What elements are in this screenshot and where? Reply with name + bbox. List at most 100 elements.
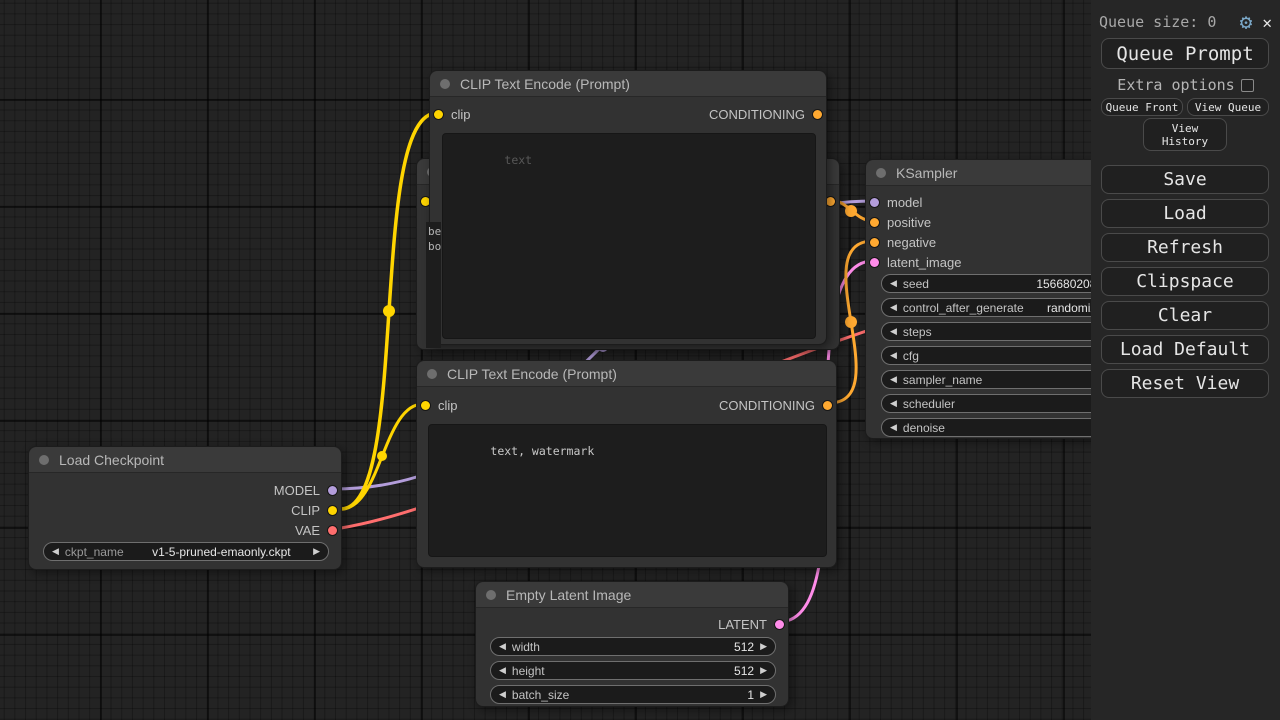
output-port-conditioning[interactable] — [818, 191, 835, 211]
latent-port-icon[interactable] — [775, 619, 784, 629]
node-load-checkpoint[interactable]: Load Checkpoint MODEL CLIP VAE ◀ ckpt_na… — [28, 446, 342, 570]
port-label: latent_image — [887, 254, 962, 270]
widget-value: 1566802087 — [1036, 276, 1104, 291]
widget-height[interactable]: ◀ height 512 ▶ — [490, 661, 776, 680]
queue-prompt-button[interactable]: Queue Prompt — [1101, 38, 1269, 69]
model-port-icon[interactable] — [870, 197, 879, 207]
view-queue-button[interactable]: View Queue — [1187, 98, 1269, 116]
latent-port-icon[interactable] — [870, 257, 879, 267]
decrement-arrow-icon[interactable]: ◀ — [890, 374, 897, 384]
output-port-clip[interactable]: CLIP — [291, 500, 337, 520]
wire-midpoint-dot[interactable] — [845, 205, 857, 217]
port-label: CONDITIONING — [718, 397, 815, 413]
collapse-dot-icon[interactable] — [876, 167, 886, 178]
widget-control-after-generate[interactable]: ◀ control_after_generate randomize ▶ — [881, 298, 1125, 317]
close-icon[interactable]: ✕ — [1262, 12, 1272, 32]
prompt-textarea[interactable]: text, watermark — [428, 424, 827, 557]
increment-arrow-icon[interactable]: ▶ — [760, 641, 767, 651]
input-port-latent-image[interactable]: latent_image — [870, 252, 961, 272]
decrement-arrow-icon[interactable]: ◀ — [890, 326, 897, 336]
prompt-textarea-fragment[interactable]: be bo — [426, 222, 441, 348]
view-history-button[interactable]: View History — [1143, 118, 1227, 151]
input-port-negative[interactable]: negative — [870, 232, 936, 252]
conditioning-port-icon[interactable] — [870, 217, 879, 227]
node-graph-canvas[interactable]: be bo CLIP Text Encode (Prompt) clip CON… — [0, 0, 1137, 720]
decrement-arrow-icon[interactable]: ◀ — [499, 641, 506, 651]
port-label: CONDITIONING — [708, 106, 805, 122]
previous-arrow-icon[interactable]: ◀ — [52, 546, 59, 556]
wire-midpoint-dot[interactable] — [377, 451, 387, 461]
clip-port-icon[interactable] — [434, 109, 443, 119]
node-clip-text-encode-bottom[interactable]: CLIP Text Encode (Prompt) clip CONDITION… — [416, 360, 837, 568]
conditioning-port-icon[interactable] — [826, 196, 835, 206]
extra-options-checkbox[interactable] — [1240, 78, 1254, 92]
output-port-model[interactable]: MODEL — [274, 480, 337, 500]
node-title-bar[interactable]: Empty Latent Image — [476, 582, 788, 608]
decrement-arrow-icon[interactable]: ◀ — [499, 665, 506, 675]
widget-label: height — [511, 663, 545, 678]
decrement-arrow-icon[interactable]: ◀ — [890, 350, 897, 360]
widget-ckpt-name[interactable]: ◀ ckpt_name v1-5-pruned-emaonly.ckpt ▶ — [43, 542, 329, 561]
node-title-bar[interactable]: CLIP Text Encode (Prompt) — [417, 361, 836, 387]
decrement-arrow-icon[interactable]: ◀ — [890, 398, 897, 408]
wire-midpoint-dot[interactable] — [845, 316, 857, 328]
decrement-arrow-icon[interactable]: ◀ — [499, 689, 506, 699]
widget-scheduler[interactable]: ◀ scheduler — [881, 394, 1125, 413]
output-port-latent[interactable]: LATENT — [718, 614, 784, 634]
increment-arrow-icon[interactable]: ▶ — [760, 689, 767, 699]
node-clip-text-encode-top[interactable]: CLIP Text Encode (Prompt) clip CONDITION… — [429, 70, 827, 345]
widget-sampler-name[interactable]: ◀ sampler_name — [881, 370, 1125, 389]
conditioning-port-icon[interactable] — [870, 237, 879, 247]
widget-denoise[interactable]: ◀ denoise — [881, 418, 1125, 437]
refresh-button[interactable]: Refresh — [1101, 233, 1269, 262]
reset-view-button[interactable]: Reset View — [1101, 369, 1269, 398]
conditioning-port-icon[interactable] — [813, 109, 822, 119]
widget-label: seed — [902, 276, 929, 291]
widget-label: denoise — [902, 420, 945, 435]
node-title-bar[interactable]: Load Checkpoint — [29, 447, 341, 473]
input-port-clip[interactable] — [421, 191, 438, 211]
output-port-vae[interactable]: VAE — [295, 520, 337, 540]
output-port-conditioning[interactable]: CONDITIONING — [709, 104, 822, 124]
input-port-positive[interactable]: positive — [870, 212, 931, 232]
load-button[interactable]: Load — [1101, 199, 1269, 228]
increment-arrow-icon[interactable]: ▶ — [760, 665, 767, 675]
widget-value: 512 — [734, 639, 755, 654]
save-button[interactable]: Save — [1101, 165, 1269, 194]
collapse-dot-icon[interactable] — [440, 78, 450, 89]
collapse-dot-icon[interactable] — [427, 368, 437, 379]
clip-port-icon[interactable] — [328, 505, 337, 515]
clear-button[interactable]: Clear — [1101, 301, 1269, 330]
port-label: MODEL — [273, 482, 320, 498]
clipspace-button[interactable]: Clipspace — [1101, 267, 1269, 296]
clip-port-icon[interactable] — [421, 196, 430, 206]
input-port-model[interactable]: model — [870, 192, 922, 212]
widget-label: batch_size — [511, 687, 570, 702]
decrement-arrow-icon[interactable]: ◀ — [890, 422, 897, 432]
node-empty-latent-image[interactable]: Empty Latent Image LATENT ◀ width 512 ▶ … — [475, 581, 789, 707]
model-port-icon[interactable] — [328, 485, 337, 495]
output-port-conditioning[interactable]: CONDITIONING — [719, 395, 832, 415]
decrement-arrow-icon[interactable]: ◀ — [890, 302, 897, 312]
wire-midpoint-dot[interactable] — [383, 305, 395, 317]
node-title-bar[interactable]: CLIP Text Encode (Prompt) — [430, 71, 826, 97]
widget-batch-size[interactable]: ◀ batch_size 1 ▶ — [490, 685, 776, 704]
widget-steps[interactable]: ◀ steps — [881, 322, 1125, 341]
widget-seed[interactable]: ◀ seed 1566802087 ▶ — [881, 274, 1125, 293]
collapse-dot-icon[interactable] — [39, 454, 49, 465]
next-arrow-icon[interactable]: ▶ — [313, 546, 320, 556]
textarea-placeholder: text — [504, 153, 533, 167]
queue-front-button[interactable]: Queue Front — [1101, 98, 1183, 116]
widget-cfg[interactable]: ◀ cfg — [881, 346, 1125, 365]
widget-width[interactable]: ◀ width 512 ▶ — [490, 637, 776, 656]
collapse-dot-icon[interactable] — [486, 589, 496, 600]
prompt-textarea[interactable]: text — [442, 133, 816, 339]
clip-port-icon[interactable] — [421, 400, 430, 410]
load-default-button[interactable]: Load Default — [1101, 335, 1269, 364]
settings-gear-icon[interactable]: ⚙ — [1239, 9, 1253, 34]
input-port-clip[interactable]: clip — [421, 395, 458, 415]
vae-port-icon[interactable] — [328, 525, 337, 535]
input-port-clip[interactable]: clip — [434, 104, 471, 124]
conditioning-port-icon[interactable] — [823, 400, 832, 410]
decrement-arrow-icon[interactable]: ◀ — [890, 278, 897, 288]
